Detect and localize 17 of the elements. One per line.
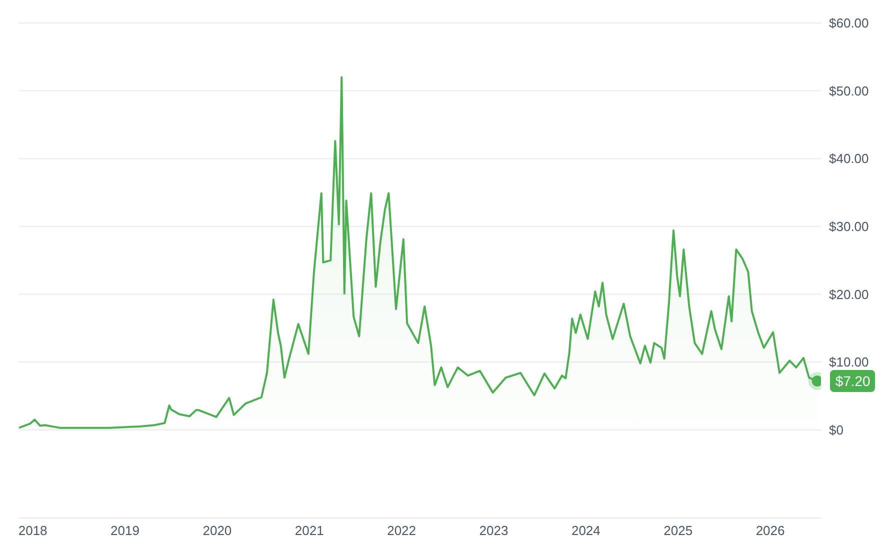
y-tick-label: $60.00 — [829, 16, 869, 31]
y-tick-label: $30.00 — [829, 219, 869, 234]
data-label: $7.20 — [830, 370, 876, 392]
x-tick-label: 2025 — [664, 523, 693, 538]
x-tick-label: 2018 — [18, 523, 48, 538]
x-tick-label: 2023 — [479, 523, 508, 538]
x-tick-label: 2021 — [294, 523, 324, 538]
x-tick-label: 2024 — [571, 523, 600, 538]
y-tick-label: $40.00 — [829, 151, 869, 166]
x-tick-label: 2020 — [202, 523, 232, 538]
y-tick-label: $10.00 — [829, 354, 869, 370]
x-tick-label: 2019 — [110, 523, 140, 538]
y-tick-label: $50.00 — [829, 83, 869, 98]
x-tick-label: 2022 — [387, 523, 416, 538]
y-tick-label: $20.00 — [829, 286, 869, 302]
x-tick-label: 2026 — [756, 523, 785, 538]
y-tick-label: $0 — [829, 422, 844, 438]
